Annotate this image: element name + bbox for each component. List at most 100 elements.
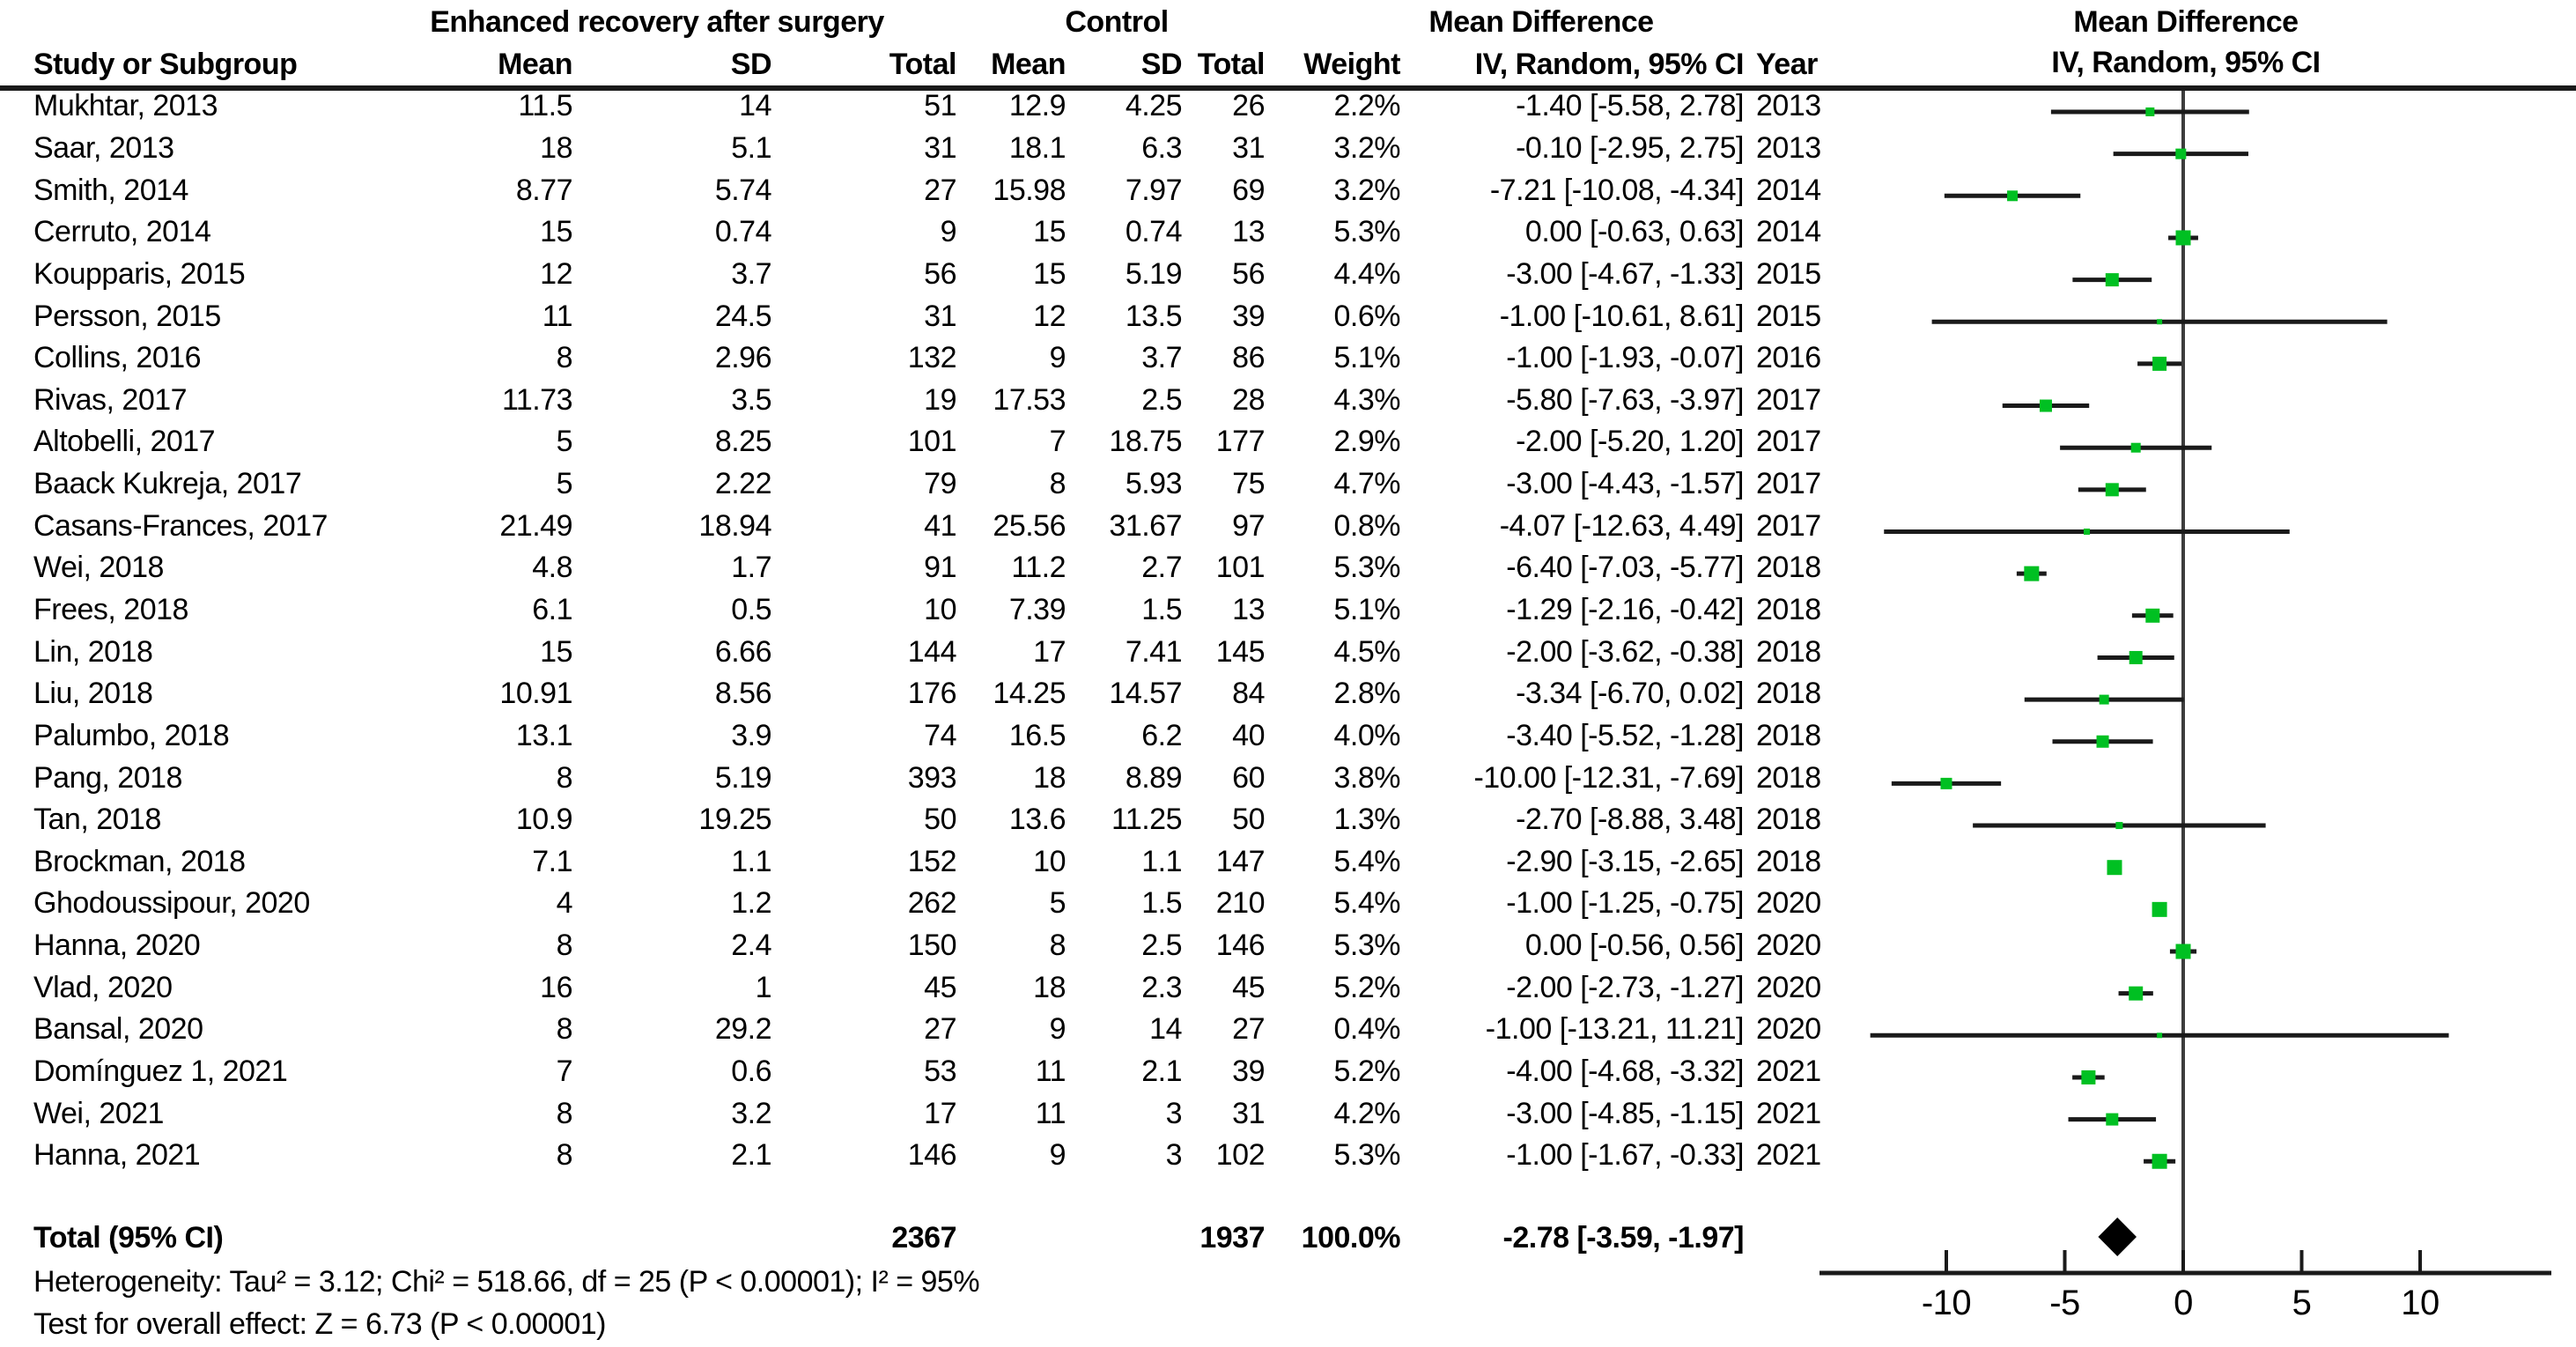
year-value: 2017 [1756, 382, 1821, 417]
point-estimate-marker [2105, 483, 2119, 497]
mean-experimental: 8 [556, 929, 573, 963]
mean-control: 14.25 [993, 677, 1066, 711]
effect-estimate-ci: -2.90 [-3.15, -2.65] [1506, 844, 1744, 878]
column-header-total-experimental: Total [889, 48, 957, 81]
study-name: Vlad, 2020 [33, 970, 173, 1004]
point-estimate-marker [2157, 1032, 2163, 1039]
study-row: Smith, 2014 8.77 5.74 27 15.98 7.97 69 3… [0, 169, 1832, 211]
effect-estimate-ci: -1.00 [-10.61, 8.61] [1499, 299, 1745, 333]
total-control-n: 1937 [1199, 1221, 1265, 1254]
total-experimental-n: 2367 [891, 1221, 956, 1254]
total-control: 84 [1232, 677, 1265, 711]
sd-control: 2.5 [1141, 382, 1182, 417]
total-experimental: 27 [924, 173, 956, 207]
weight-value: 5.2% [1333, 970, 1401, 1004]
mean-experimental: 4.8 [532, 551, 572, 585]
total-control: 50 [1232, 803, 1265, 837]
sd-experimental: 3.9 [731, 718, 771, 752]
study-name: Collins, 2016 [33, 341, 202, 375]
study-name: Koupparis, 2015 [33, 256, 246, 291]
mean-experimental: 5 [556, 467, 573, 501]
year-value: 2020 [1756, 929, 1821, 963]
year-value: 2020 [1756, 970, 1821, 1004]
column-header-effect-measure: IV, Random, 95% CI [1474, 48, 1745, 81]
column-header-year: Year [1756, 48, 1818, 81]
sd-control: 8.89 [1125, 760, 1183, 795]
sd-experimental: 2.96 [714, 341, 772, 375]
point-estimate-marker [1940, 777, 1952, 789]
study-row: Casans-Frances, 2017 21.49 18.94 41 25.5… [0, 505, 1832, 547]
point-estimate-marker [2175, 944, 2191, 959]
plot-header-effect-measure: IV, Random, 95% CI [2051, 46, 2321, 79]
effect-estimate-ci: -7.21 [-10.08, -4.34] [1489, 173, 1745, 207]
mean-experimental: 8 [556, 1012, 573, 1047]
study-name: Liu, 2018 [33, 677, 153, 711]
sd-control: 14.57 [1109, 677, 1182, 711]
total-experimental: 146 [907, 1138, 957, 1173]
mean-experimental: 7.1 [532, 844, 572, 878]
weight-value: 4.3% [1333, 382, 1401, 417]
sd-experimental: 1.2 [731, 886, 771, 921]
point-estimate-marker [2007, 190, 2019, 202]
total-control: 26 [1232, 89, 1265, 123]
study-row: Tan, 2018 10.9 19.25 50 13.6 11.25 50 1.… [0, 799, 1832, 841]
total-experimental: 9 [940, 215, 957, 249]
total-experimental: 91 [924, 551, 956, 585]
study-name: Frees, 2018 [33, 593, 188, 626]
sd-control: 6.3 [1141, 130, 1182, 165]
sd-experimental: 8.56 [714, 677, 772, 711]
study-row: Ghodoussipour, 2020 4 1.2 262 5 1.5 210 … [0, 883, 1832, 925]
sd-experimental: 1.7 [731, 551, 771, 585]
plot-header-mean-difference: Mean Difference [2073, 5, 2299, 39]
axis-tick-label: 0 [2174, 1284, 2193, 1322]
sd-control: 1.5 [1141, 593, 1182, 626]
year-value: 2014 [1756, 215, 1821, 249]
point-estimate-marker [2129, 650, 2143, 664]
point-estimate-marker [2175, 148, 2187, 159]
total-control: 75 [1232, 467, 1265, 501]
weight-value: 5.1% [1333, 593, 1401, 626]
sd-experimental: 6.66 [714, 634, 772, 669]
study-name: Mukhtar, 2013 [33, 89, 218, 123]
sd-experimental: 19.25 [698, 803, 771, 837]
mean-control: 18 [1033, 760, 1066, 795]
sd-control: 2.1 [1141, 1055, 1182, 1089]
column-header-row: Study or Subgroup Mean SD Total Mean SD … [0, 44, 1832, 85]
study-row: Persson, 2015 11 24.5 31 12 13.5 39 0.6%… [0, 295, 1832, 337]
study-name: Smith, 2014 [33, 173, 188, 207]
year-value: 2018 [1756, 634, 1821, 669]
study-row: Baack Kukreja, 2017 5 2.22 79 8 5.93 75 … [0, 463, 1832, 506]
total-control: 101 [1215, 551, 1266, 585]
group-header-experimental: Enhanced recovery after surgery [430, 5, 884, 39]
total-experimental: 56 [924, 256, 956, 291]
study-row: Rivas, 2017 11.73 3.5 19 17.53 2.5 28 4.… [0, 379, 1832, 421]
sd-experimental: 0.74 [714, 215, 772, 249]
point-estimate-marker [2099, 694, 2109, 705]
mean-experimental: 12 [540, 256, 572, 291]
total-control: 31 [1232, 130, 1265, 165]
group-header-control: Control [1065, 5, 1169, 39]
study-row: Mukhtar, 2013 11.5 14 51 12.9 4.25 26 2.… [0, 85, 1832, 128]
pooled-effect-diamond [2098, 1217, 2137, 1256]
year-value: 2015 [1756, 256, 1821, 291]
point-estimate-marker [2106, 1113, 2119, 1126]
sd-control: 1.1 [1141, 844, 1182, 878]
mean-control: 17 [1033, 634, 1066, 669]
total-experimental: 144 [907, 634, 957, 669]
point-estimate-marker [2105, 273, 2119, 287]
axis-tick-label: 10 [2401, 1284, 2439, 1322]
sd-experimental: 29.2 [714, 1012, 772, 1047]
weight-value: 5.3% [1333, 1138, 1401, 1173]
year-value: 2021 [1756, 1096, 1821, 1130]
mean-experimental: 11 [542, 299, 573, 333]
total-control: 146 [1215, 929, 1266, 963]
mean-experimental: 21.49 [499, 508, 572, 543]
sd-experimental: 2.22 [714, 467, 772, 501]
sd-control: 7.41 [1125, 634, 1183, 669]
mean-experimental: 5 [556, 425, 573, 459]
mean-control: 15 [1033, 215, 1066, 249]
total-experimental: 393 [907, 760, 957, 795]
mean-experimental: 6.1 [532, 593, 572, 626]
point-estimate-marker [2039, 399, 2052, 412]
mean-control: 16.5 [1008, 718, 1067, 752]
